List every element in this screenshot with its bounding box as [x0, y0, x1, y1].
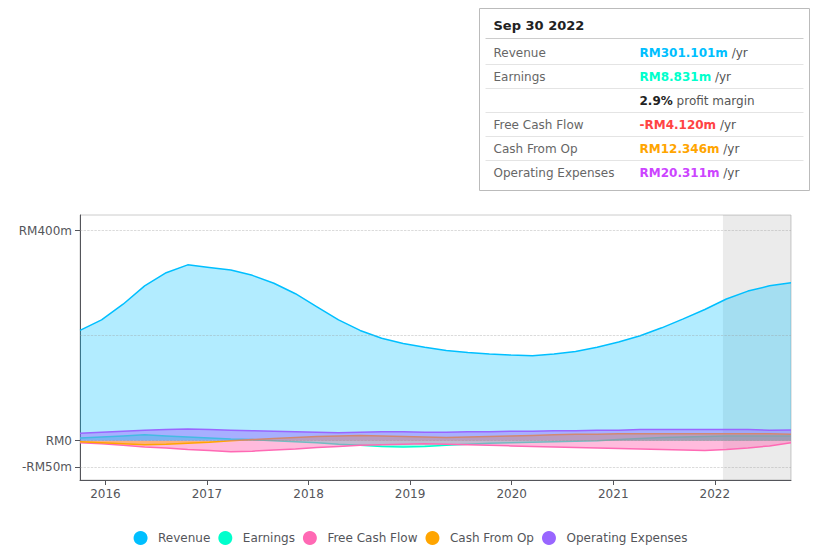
- svg-text:RM301.101m: RM301.101m: [640, 46, 728, 60]
- svg-text:2020: 2020: [496, 487, 527, 501]
- svg-text:RM0: RM0: [46, 434, 72, 448]
- svg-text:2016: 2016: [90, 487, 121, 501]
- svg-text:RM8.831m: RM8.831m: [640, 70, 712, 84]
- svg-text:RM12.346m: RM12.346m: [640, 142, 720, 156]
- svg-text:-RM50m: -RM50m: [22, 460, 72, 474]
- svg-text:Revenue: Revenue: [494, 46, 546, 60]
- svg-text:Sep 30 2022: Sep 30 2022: [494, 18, 585, 33]
- svg-text:-RM4.120m: -RM4.120m: [640, 118, 717, 132]
- svg-text:Earnings: Earnings: [243, 531, 295, 545]
- svg-text:Cash From Op: Cash From Op: [450, 531, 534, 545]
- svg-text:/yr: /yr: [716, 118, 736, 132]
- svg-text:2019: 2019: [395, 487, 426, 501]
- svg-text:/yr: /yr: [711, 70, 731, 84]
- svg-text:2022: 2022: [700, 487, 731, 501]
- svg-text:RM400m: RM400m: [19, 224, 72, 238]
- svg-text:Operating Expenses: Operating Expenses: [494, 166, 615, 180]
- svg-text:Revenue: Revenue: [158, 531, 210, 545]
- svg-text:RM20.311m: RM20.311m: [640, 166, 720, 180]
- svg-text:Free Cash Flow: Free Cash Flow: [327, 531, 417, 545]
- svg-text:Operating Expenses: Operating Expenses: [566, 531, 687, 545]
- svg-text:Free Cash Flow: Free Cash Flow: [494, 118, 584, 132]
- svg-text:2.9%: 2.9%: [640, 94, 673, 108]
- svg-text:/yr: /yr: [719, 166, 739, 180]
- svg-text:Cash From Op: Cash From Op: [494, 142, 578, 156]
- svg-text:/yr: /yr: [728, 46, 748, 60]
- svg-text:Earnings: Earnings: [494, 70, 546, 84]
- svg-text:2018: 2018: [293, 487, 324, 501]
- svg-text:profit margin: profit margin: [673, 94, 755, 108]
- svg-text:2021: 2021: [598, 487, 629, 501]
- svg-text:/yr: /yr: [719, 142, 739, 156]
- svg-text:2017: 2017: [192, 487, 223, 501]
